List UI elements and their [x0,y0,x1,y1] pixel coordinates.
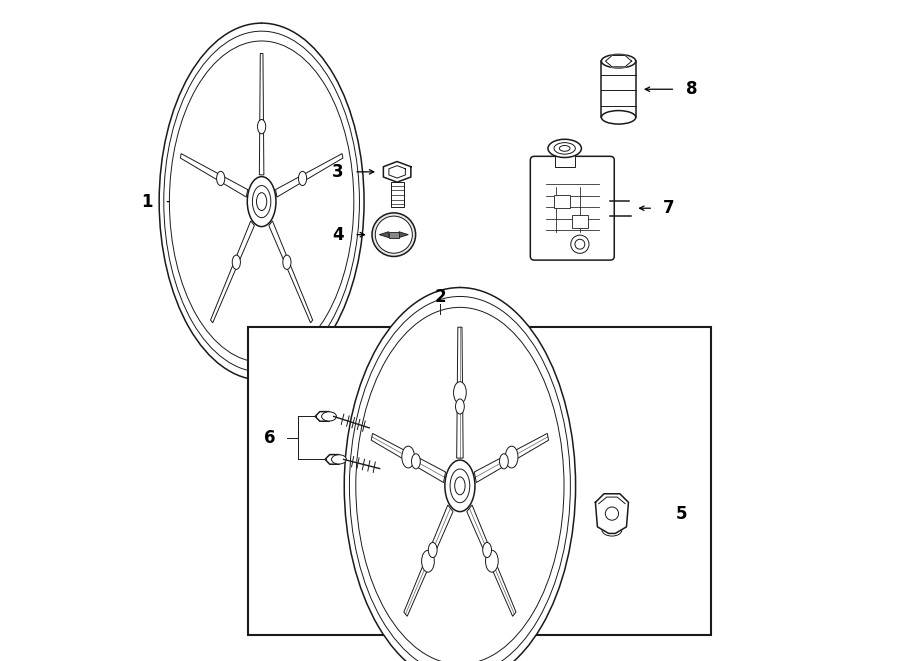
Ellipse shape [217,171,225,186]
Ellipse shape [321,412,337,421]
Ellipse shape [411,454,420,469]
Ellipse shape [219,42,238,361]
Ellipse shape [283,255,291,270]
Text: 7: 7 [662,199,674,217]
Ellipse shape [455,399,464,414]
Ellipse shape [482,543,491,557]
Polygon shape [259,54,264,175]
Ellipse shape [413,309,434,661]
Ellipse shape [344,288,576,661]
Bar [554,195,570,208]
Polygon shape [383,161,411,182]
Text: 4: 4 [332,225,344,244]
Ellipse shape [601,110,635,124]
Polygon shape [372,434,446,483]
Ellipse shape [159,23,364,380]
Polygon shape [379,231,389,237]
Ellipse shape [331,455,346,464]
Polygon shape [467,505,516,616]
Bar [572,215,588,228]
Circle shape [575,239,585,249]
Ellipse shape [256,193,266,210]
Text: 8: 8 [686,80,698,98]
Bar [248,327,711,635]
Bar [601,61,635,118]
Ellipse shape [454,381,466,403]
Polygon shape [315,412,334,421]
Text: 6: 6 [264,429,275,447]
Ellipse shape [454,477,465,494]
Ellipse shape [548,139,581,157]
Ellipse shape [421,551,435,572]
Ellipse shape [169,41,354,362]
Polygon shape [596,494,628,533]
Text: 5: 5 [676,504,687,523]
Circle shape [606,507,618,520]
Ellipse shape [560,145,570,151]
Text: 1: 1 [141,192,153,211]
Polygon shape [474,434,549,483]
Ellipse shape [164,31,359,372]
Ellipse shape [500,454,508,469]
Ellipse shape [505,446,518,468]
Text: 2: 2 [435,288,446,307]
Ellipse shape [445,460,475,512]
Circle shape [372,213,416,256]
Ellipse shape [257,120,266,134]
Ellipse shape [252,186,271,217]
Text: 3: 3 [332,163,344,181]
Polygon shape [275,153,343,197]
Polygon shape [269,221,312,323]
Bar [554,147,574,167]
Ellipse shape [601,54,635,68]
Polygon shape [404,505,453,616]
Ellipse shape [485,551,499,572]
Polygon shape [180,153,248,197]
Polygon shape [399,231,409,237]
Ellipse shape [554,143,575,154]
Circle shape [571,235,589,253]
Ellipse shape [349,296,571,661]
Ellipse shape [401,446,415,468]
Circle shape [375,216,412,253]
Ellipse shape [248,176,276,227]
Ellipse shape [356,307,564,661]
Polygon shape [211,221,255,323]
Ellipse shape [450,469,470,502]
Ellipse shape [232,255,240,270]
FancyBboxPatch shape [530,156,615,260]
Polygon shape [325,455,344,464]
Polygon shape [389,231,399,237]
Ellipse shape [410,303,437,661]
Ellipse shape [216,38,241,366]
Polygon shape [456,327,464,458]
Ellipse shape [428,543,437,557]
Ellipse shape [299,171,307,186]
Bar [391,182,404,208]
Polygon shape [606,56,632,67]
